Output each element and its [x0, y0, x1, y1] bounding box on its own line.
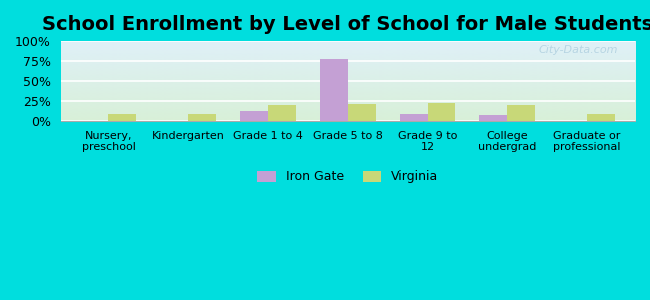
Bar	[400, 115, 428, 121]
Bar	[348, 104, 376, 121]
Bar	[428, 103, 456, 121]
Bar	[508, 105, 536, 121]
Text: City-Data.com: City-Data.com	[538, 45, 617, 55]
Legend: Iron Gate, Virginia: Iron Gate, Virginia	[252, 165, 443, 188]
Bar	[587, 114, 615, 121]
Title: School Enrollment by Level of School for Male Students: School Enrollment by Level of School for…	[42, 15, 650, 34]
Bar	[268, 105, 296, 121]
Bar	[109, 115, 136, 121]
Bar	[320, 59, 348, 121]
Bar	[480, 115, 508, 121]
Bar	[240, 111, 268, 121]
Bar	[188, 115, 216, 121]
